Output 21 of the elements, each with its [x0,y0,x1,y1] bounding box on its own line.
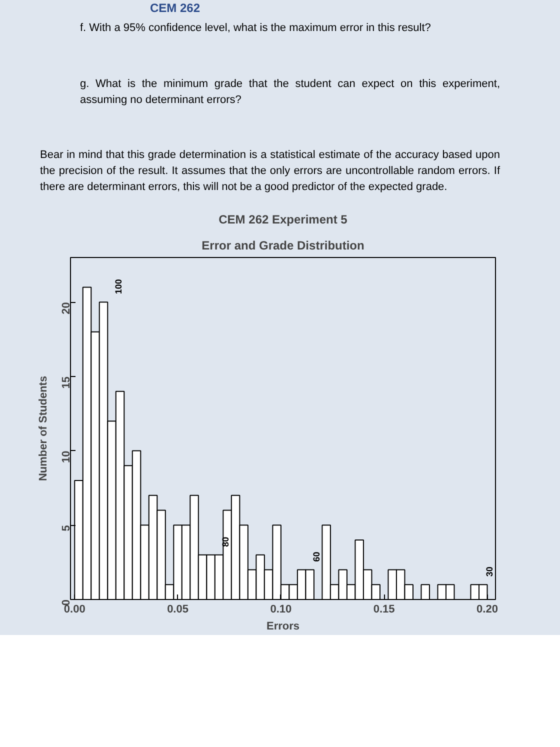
x-tick-label: 0.10 [270,604,292,616]
x-axis-title: Errors [266,620,300,633]
chart-title: CEM 262 Experiment 5 [218,212,348,227]
text: f. With a 95% confidence level, what is the maximum error in this result? [80,21,431,36]
text: g. What is the minimum grade that the student can expect on this experiment, assuming no determinant errors? [80,76,500,108]
y-tick-label: 20 [60,302,72,315]
chart-subtitle: Error and Grade Distribution [202,238,364,253]
text: Bear in mind that this grade determination is a statistical estimate of the accuracy based upon the precision of the result. It assumes that the only errors are uncontrollable random errors. If there are determinant errors, this will not be a good predictor of the expected grade. [40,148,500,195]
y-tick-label: 15 [60,376,72,390]
y-tick-label: 5 [60,526,72,532]
x-tick-label: 0.15 [373,604,395,616]
y-tick-label: 10 [60,451,72,464]
x-tick-label: 0.05 [167,604,188,616]
annotation: 30 [484,566,495,577]
x-tick-label: 0.00 [64,604,86,616]
y-axis-title: Number of Students [38,376,50,482]
x-tick-label: 0.20 [476,604,498,616]
annotation: 60 [311,552,322,562]
y-tick-label: 0 [60,600,72,606]
annotation: 100 [113,279,124,294]
text: CEM 262 [150,0,200,17]
